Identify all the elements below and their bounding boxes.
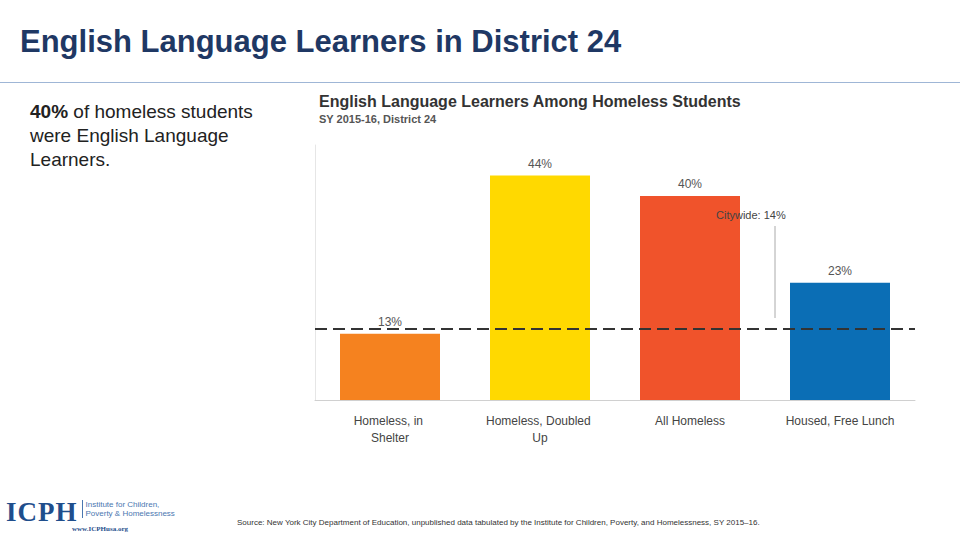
html-text:Institute for Children,: Institute for Children, (85, 500, 160, 509)
svg-text:13%: 13% (378, 315, 402, 329)
svg-text:23%: 23% (828, 264, 852, 278)
html-text:40% of homeless students were: 40% of homeless students were English La… (30, 101, 253, 170)
html-text:English Language Learners in D: English Language Learners in District 24 (20, 24, 622, 59)
svg-text:Homeless, Doubled: Homeless, Doubled (486, 414, 594, 428)
svg-text:44%: 44% (528, 157, 552, 171)
html-text:Poverty & Homelessness: Poverty & Homelessness (85, 509, 175, 518)
html-text:www.ICPHusa.org: www.ICPHusa.org (72, 525, 128, 533)
svg-text:Up: Up (532, 431, 548, 445)
svg-text:English Language Learners Amon: English Language Learners Among Homeless… (319, 93, 741, 110)
svg-text:All Homeless: All Homeless (655, 414, 725, 428)
svg-text:Shelter: Shelter (371, 431, 409, 445)
svg-text:SY 2015-16, District 24: SY 2015-16, District 24 (319, 113, 437, 125)
svg-text:Homeless, in: Homeless, in (354, 414, 427, 428)
svg-text:Housed, Free Lunch: Housed, Free Lunch (786, 414, 895, 428)
html-text:ICPH: ICPH (6, 497, 78, 527)
svg-text:40%: 40% (678, 177, 702, 191)
html-text:Source: New York City Departme: Source: New York City Department of Educ… (237, 518, 760, 527)
svg-text:Citywide: 14%: Citywide: 14% (716, 209, 786, 221)
